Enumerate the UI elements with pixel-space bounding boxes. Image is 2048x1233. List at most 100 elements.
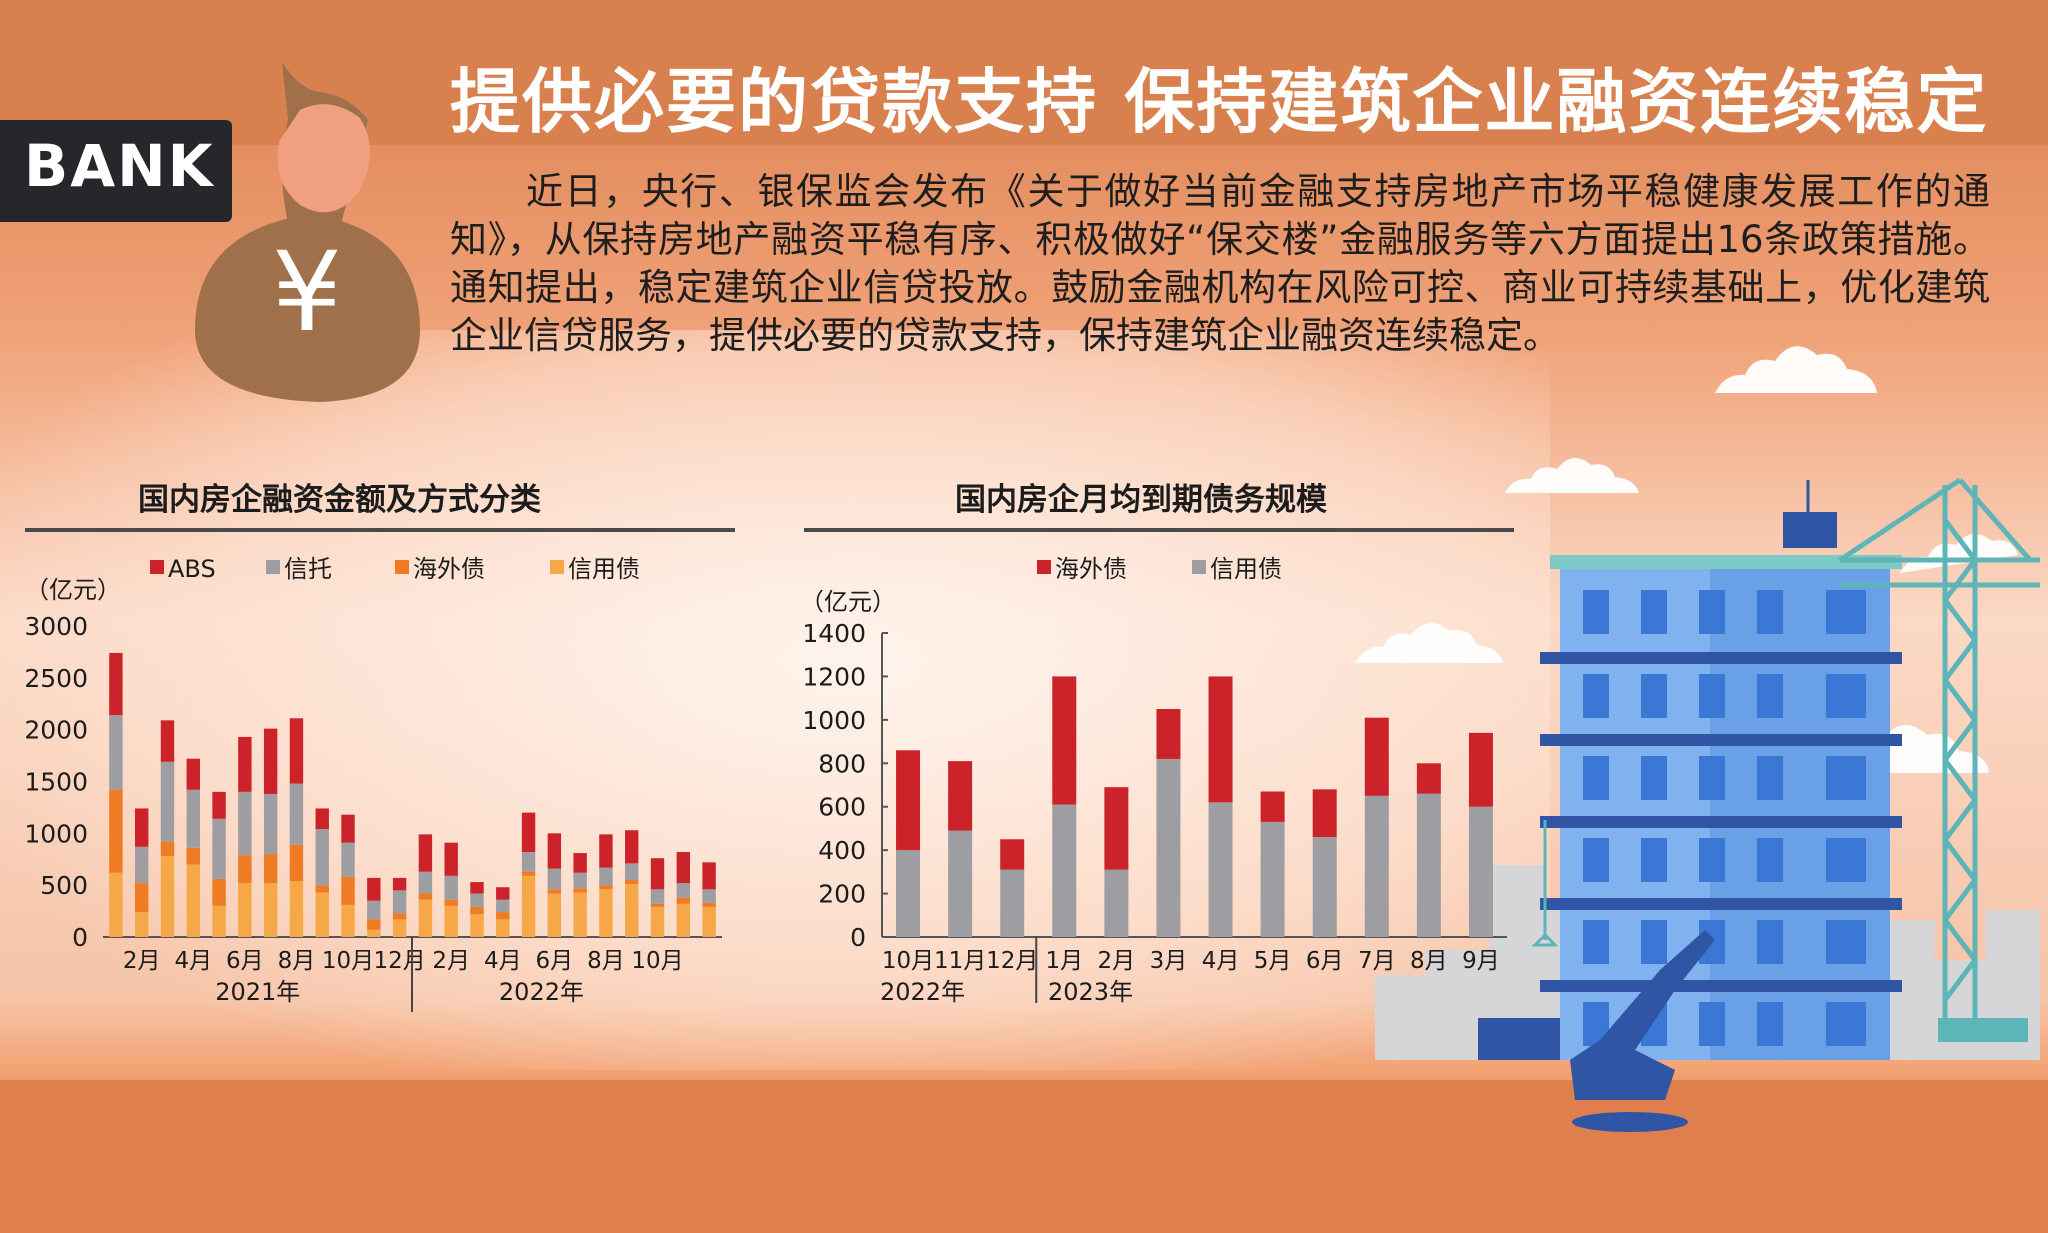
x-tick-label: 11月 — [934, 948, 986, 974]
x-tick-label: 7月 — [1358, 948, 1396, 974]
intro-paragraph: 近日，央行、银保监会发布《关于做好当前金融支持房地产市场平稳健康发展工作的通知》… — [450, 170, 1990, 357]
bar-segment — [341, 842, 355, 877]
bank-label: BANK — [24, 132, 215, 200]
bar-segment — [521, 812, 536, 852]
y-tick-label: 1200 — [802, 662, 866, 691]
bar-segment — [470, 882, 484, 894]
bar-segment — [702, 889, 716, 903]
bar-segment — [238, 883, 252, 937]
bar-segment — [573, 892, 587, 937]
bar-segment — [650, 906, 665, 937]
bar-segment — [599, 867, 613, 886]
bar-segment — [948, 830, 973, 937]
bar-segment — [289, 844, 304, 882]
background-glow — [0, 330, 1550, 1070]
x-tick-label: 2月 — [432, 948, 470, 974]
x-tick-label: 12月 — [986, 948, 1038, 974]
bar-segment — [186, 758, 200, 790]
bar-segment — [186, 789, 200, 848]
bar-segment — [134, 846, 149, 884]
bar-segment — [315, 808, 329, 830]
y-tick-label: 2500 — [24, 664, 88, 693]
year-label: 2021年 — [215, 978, 300, 1006]
bar-segment — [625, 863, 639, 880]
bar-segment — [1364, 717, 1389, 796]
bar-segment — [1052, 804, 1077, 937]
bar-segment — [1260, 821, 1285, 937]
x-tick-label: 6月 — [226, 948, 264, 974]
bar-segment — [496, 887, 510, 900]
excavator-icon — [1570, 930, 1715, 1132]
bank-sign — [0, 120, 232, 222]
page-title: 提供必要的贷款支持 保持建筑企业融资连续稳定 — [450, 61, 1989, 143]
bar-segment — [289, 783, 304, 845]
bar-segment — [521, 851, 536, 872]
y-tick-label: 800 — [818, 749, 866, 778]
legend-label: 海外债 — [413, 555, 485, 583]
bar-segment — [1156, 758, 1181, 937]
bar-segment — [1468, 732, 1493, 807]
crane-base — [1938, 1018, 2028, 1042]
bar-segment — [367, 900, 381, 920]
bar-segment — [263, 728, 278, 794]
bar-segment — [160, 761, 175, 842]
x-tick-label: 12月 — [373, 948, 425, 974]
bar-segment — [109, 789, 123, 873]
bar-segment — [521, 871, 536, 876]
legend-label: 信托 — [284, 555, 332, 583]
y-unit-label: （亿元） — [25, 576, 121, 604]
bar-segment — [650, 858, 665, 890]
bar-segment — [134, 883, 149, 913]
bar-segment — [367, 929, 381, 937]
legend-label: 信用债 — [568, 555, 640, 583]
bar-segment — [1104, 787, 1129, 870]
bar-segment — [496, 912, 510, 920]
x-tick-label: 4月 — [1202, 948, 1240, 974]
bar-segment — [341, 814, 355, 843]
bar-segment — [109, 715, 123, 790]
bar-segment — [315, 892, 329, 937]
bar-segment — [238, 736, 252, 792]
y-tick-label: 200 — [818, 880, 866, 909]
x-tick-label: 2月 — [1098, 948, 1136, 974]
x-tick-label: 8月 — [278, 948, 316, 974]
bar-segment — [444, 899, 458, 906]
x-tick-label: 2月 — [123, 948, 161, 974]
bar-segment — [186, 864, 200, 937]
bar-segment — [496, 919, 510, 937]
y-tick-label: 1400 — [802, 619, 866, 648]
bar-segment — [547, 893, 562, 937]
bar-segment — [676, 883, 691, 898]
chart2-title: 国内房企月均到期债务规模 — [955, 482, 1327, 518]
x-tick-label: 10月 — [631, 948, 683, 974]
bar-segment — [1052, 676, 1077, 805]
bar-segment — [134, 808, 149, 847]
bar-segment — [160, 856, 175, 937]
bar-segment — [392, 913, 407, 920]
y-tick-label: 3000 — [24, 612, 88, 641]
bar-segment — [186, 847, 200, 865]
bar-segment — [315, 829, 329, 886]
bar-segment — [573, 872, 587, 889]
bar-segment — [1468, 806, 1493, 937]
bar-segment — [650, 889, 665, 904]
bar-segment — [896, 850, 921, 937]
bar-segment — [650, 903, 665, 907]
bar-segment — [702, 862, 716, 890]
bar-segment — [444, 842, 458, 876]
bar-segment — [1000, 839, 1025, 870]
bar-segment — [160, 720, 175, 762]
x-tick-label: 6月 — [536, 948, 574, 974]
bar-segment — [1208, 802, 1233, 937]
blue-block — [1478, 1018, 1562, 1060]
x-tick-label: 3月 — [1150, 948, 1188, 974]
bar-segment — [1208, 676, 1233, 803]
bar-segment — [263, 854, 278, 884]
bar-segment — [367, 919, 381, 930]
bar-segment — [496, 899, 510, 913]
bar-segment — [1312, 837, 1337, 937]
bar-segment — [109, 652, 123, 716]
y-tick-label: 500 — [40, 871, 88, 900]
year-label: 2022年 — [880, 978, 965, 1006]
bar-segment — [289, 881, 304, 937]
